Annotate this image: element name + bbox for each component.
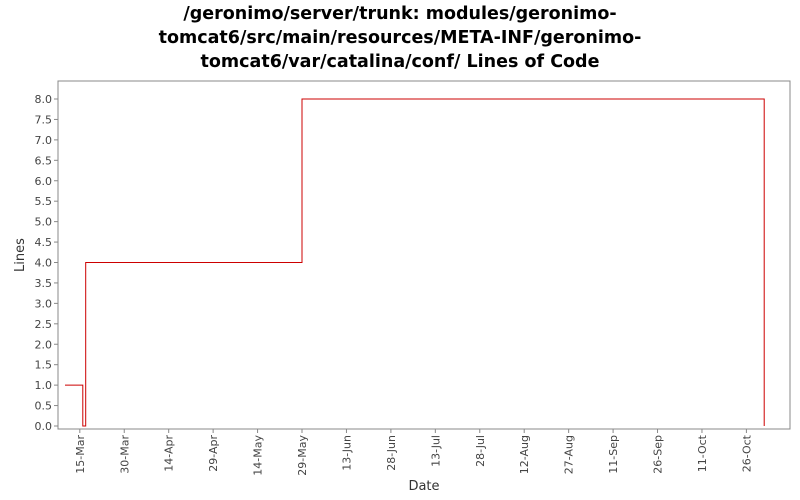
y-tick-label: 2.0	[35, 338, 53, 351]
x-tick-label: 29-Apr	[207, 435, 220, 472]
y-tick-label: 6.0	[35, 175, 53, 188]
chart-title: /geronimo/server/trunk: modules/geronimo…	[0, 2, 800, 74]
x-tick-label: 13-Jun	[340, 435, 353, 471]
y-tick-label: 5.5	[35, 195, 53, 208]
y-tick-label: 0.5	[35, 400, 53, 413]
y-tick-label: 5.0	[35, 216, 53, 229]
x-axis-label: Date	[408, 479, 439, 494]
y-tick-label: 6.5	[35, 154, 53, 167]
y-tick-label: 4.0	[35, 257, 53, 270]
y-tick-label: 2.5	[35, 318, 53, 331]
x-tick-label: 30-Mar	[118, 435, 131, 474]
y-tick-label: 4.5	[35, 236, 53, 249]
x-tick-label: 14-May	[252, 435, 265, 476]
x-tick-label: 27-Aug	[563, 435, 576, 474]
x-axis: 15-Mar 30-Mar 14-Apr 29-Apr 14-May 29-May 13-J…	[74, 429, 753, 476]
y-axis: 0.0 0.5 1.0 1.5 2.0 2.5 3.0 3.5 4.0 4.5 5.0 5.5 6.0 6…	[35, 93, 58, 433]
y-tick-label: 7.0	[35, 134, 53, 147]
chart-title-line-3: tomcat6/var/catalina/conf/ Lines of Code	[200, 52, 600, 72]
x-tick-label: 12-Aug	[518, 435, 531, 474]
y-tick-label: 3.5	[35, 277, 53, 290]
chart-title-line-1: /geronimo/server/trunk: modules/geronimo…	[183, 4, 617, 24]
y-tick-label: 0.0	[35, 420, 53, 433]
x-tick-label: 15-Mar	[74, 435, 87, 474]
y-axis-label: Lines	[13, 238, 28, 272]
y-tick-label: 1.0	[35, 379, 53, 392]
x-tick-label: 14-Apr	[163, 435, 176, 472]
y-tick-label: 8.0	[35, 93, 53, 106]
x-tick-label: 28-Jun	[385, 435, 398, 471]
chart-title-line-2: tomcat6/src/main/resources/META-INF/gero…	[158, 28, 642, 48]
x-tick-label: 26-Oct	[740, 434, 753, 472]
x-tick-label: 26-Sep	[652, 435, 665, 474]
series-line	[65, 98, 765, 427]
x-tick-label: 28-Jul	[474, 435, 487, 467]
x-tick-label: 11-Sep	[607, 435, 620, 474]
plot-area	[57, 80, 791, 430]
series-layer	[65, 98, 765, 427]
y-tick-label: 7.5	[35, 113, 53, 126]
x-tick-label: 13-Jul	[429, 435, 442, 467]
x-tick-label: 11-Oct	[696, 434, 709, 472]
y-tick-label: 1.5	[35, 359, 53, 372]
x-tick-label: 29-May	[296, 435, 309, 476]
y-tick-label: 3.0	[35, 297, 53, 310]
